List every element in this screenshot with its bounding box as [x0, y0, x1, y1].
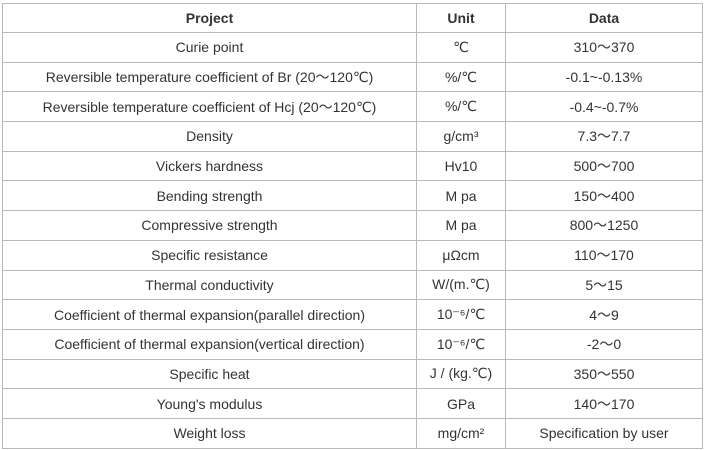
table-row: Reversible temperature coefficient of Br… — [2, 61, 703, 93]
cell-data: 5～15 — [505, 269, 703, 301]
table-row: Specific heat J / (kg.℃) 350～550 — [2, 358, 703, 390]
table-row: Curie point ℃ 310～370 — [2, 32, 703, 63]
table-row: Compressive strength M pa 800～1250 — [2, 210, 703, 241]
header-unit: Unit — [416, 3, 506, 33]
cell-project: Curie point — [2, 32, 417, 63]
cell-unit: GPa — [416, 388, 506, 419]
cell-unit: %/℃ — [416, 61, 506, 93]
table-row: Vickers hardness Hv10 500～700 — [2, 150, 703, 182]
cell-unit: ℃ — [416, 32, 506, 63]
cell-project: Reversible temperature coefficient of Br… — [2, 61, 417, 93]
table-header-row: Project Unit Data — [2, 3, 703, 33]
cell-project: Bending strength — [2, 180, 417, 212]
cell-data: 800～1250 — [505, 210, 703, 241]
cell-data: 7.3～7.7 — [505, 121, 703, 152]
table-row: Coefficient of thermal expansion(paralle… — [2, 299, 703, 330]
cell-data: 500～700 — [505, 150, 703, 182]
cell-unit: M pa — [416, 210, 506, 241]
cell-unit: mg/cm² — [416, 417, 506, 449]
header-project: Project — [2, 3, 417, 33]
table-row: Density g/cm³ 7.3～7.7 — [2, 121, 703, 152]
table-row: Specific resistance μΩcm 110～170 — [2, 239, 703, 271]
cell-data: Specification by user — [505, 417, 703, 449]
cell-data: 350～550 — [505, 358, 703, 390]
cell-unit: M pa — [416, 180, 506, 212]
cell-data: 310～370 — [505, 32, 703, 63]
cell-project: Specific resistance — [2, 239, 417, 271]
table-row: Bending strength M pa 150～400 — [2, 180, 703, 212]
cell-unit: W/(m.℃) — [416, 269, 506, 301]
cell-unit: J / (kg.℃) — [416, 358, 506, 390]
cell-project: Specific heat — [2, 358, 417, 390]
cell-project: Density — [2, 121, 417, 152]
table-row: Reversible temperature coefficient of Hc… — [2, 91, 703, 123]
cell-project: Coefficient of thermal expansion(vertica… — [2, 328, 417, 360]
cell-data: 150～400 — [505, 180, 703, 212]
table-row: Thermal conductivity W/(m.℃) 5～15 — [2, 269, 703, 301]
cell-project: Vickers hardness — [2, 150, 417, 182]
cell-project: Weight loss — [2, 417, 417, 449]
cell-project: Compressive strength — [2, 210, 417, 241]
table-row: Weight loss mg/cm² Specification by user — [2, 417, 703, 449]
cell-unit: 10⁻⁶/℃ — [416, 299, 506, 330]
cell-project: Thermal conductivity — [2, 269, 417, 301]
cell-project: Young's modulus — [2, 388, 417, 419]
cell-data: -0.4~-0.7% — [505, 91, 703, 123]
cell-data: -0.1~-0.13% — [505, 61, 703, 93]
cell-data: -2～0 — [505, 328, 703, 360]
cell-project: Reversible temperature coefficient of Hc… — [2, 91, 417, 123]
cell-unit: Hv10 — [416, 150, 506, 182]
table-row: Young's modulus GPa 140～170 — [2, 388, 703, 419]
cell-data: 4～9 — [505, 299, 703, 330]
cell-project: Coefficient of thermal expansion(paralle… — [2, 299, 417, 330]
cell-unit: μΩcm — [416, 239, 506, 271]
header-data: Data — [505, 3, 703, 33]
cell-unit: %/℃ — [416, 91, 506, 123]
cell-unit: g/cm³ — [416, 121, 506, 152]
cell-unit: 10⁻⁶/℃ — [416, 328, 506, 360]
cell-data: 140～170 — [505, 388, 703, 419]
table-row: Coefficient of thermal expansion(vertica… — [2, 328, 703, 360]
properties-table: Project Unit Data Curie point ℃ 310～370 … — [2, 3, 703, 449]
cell-data: 110～170 — [505, 239, 703, 271]
